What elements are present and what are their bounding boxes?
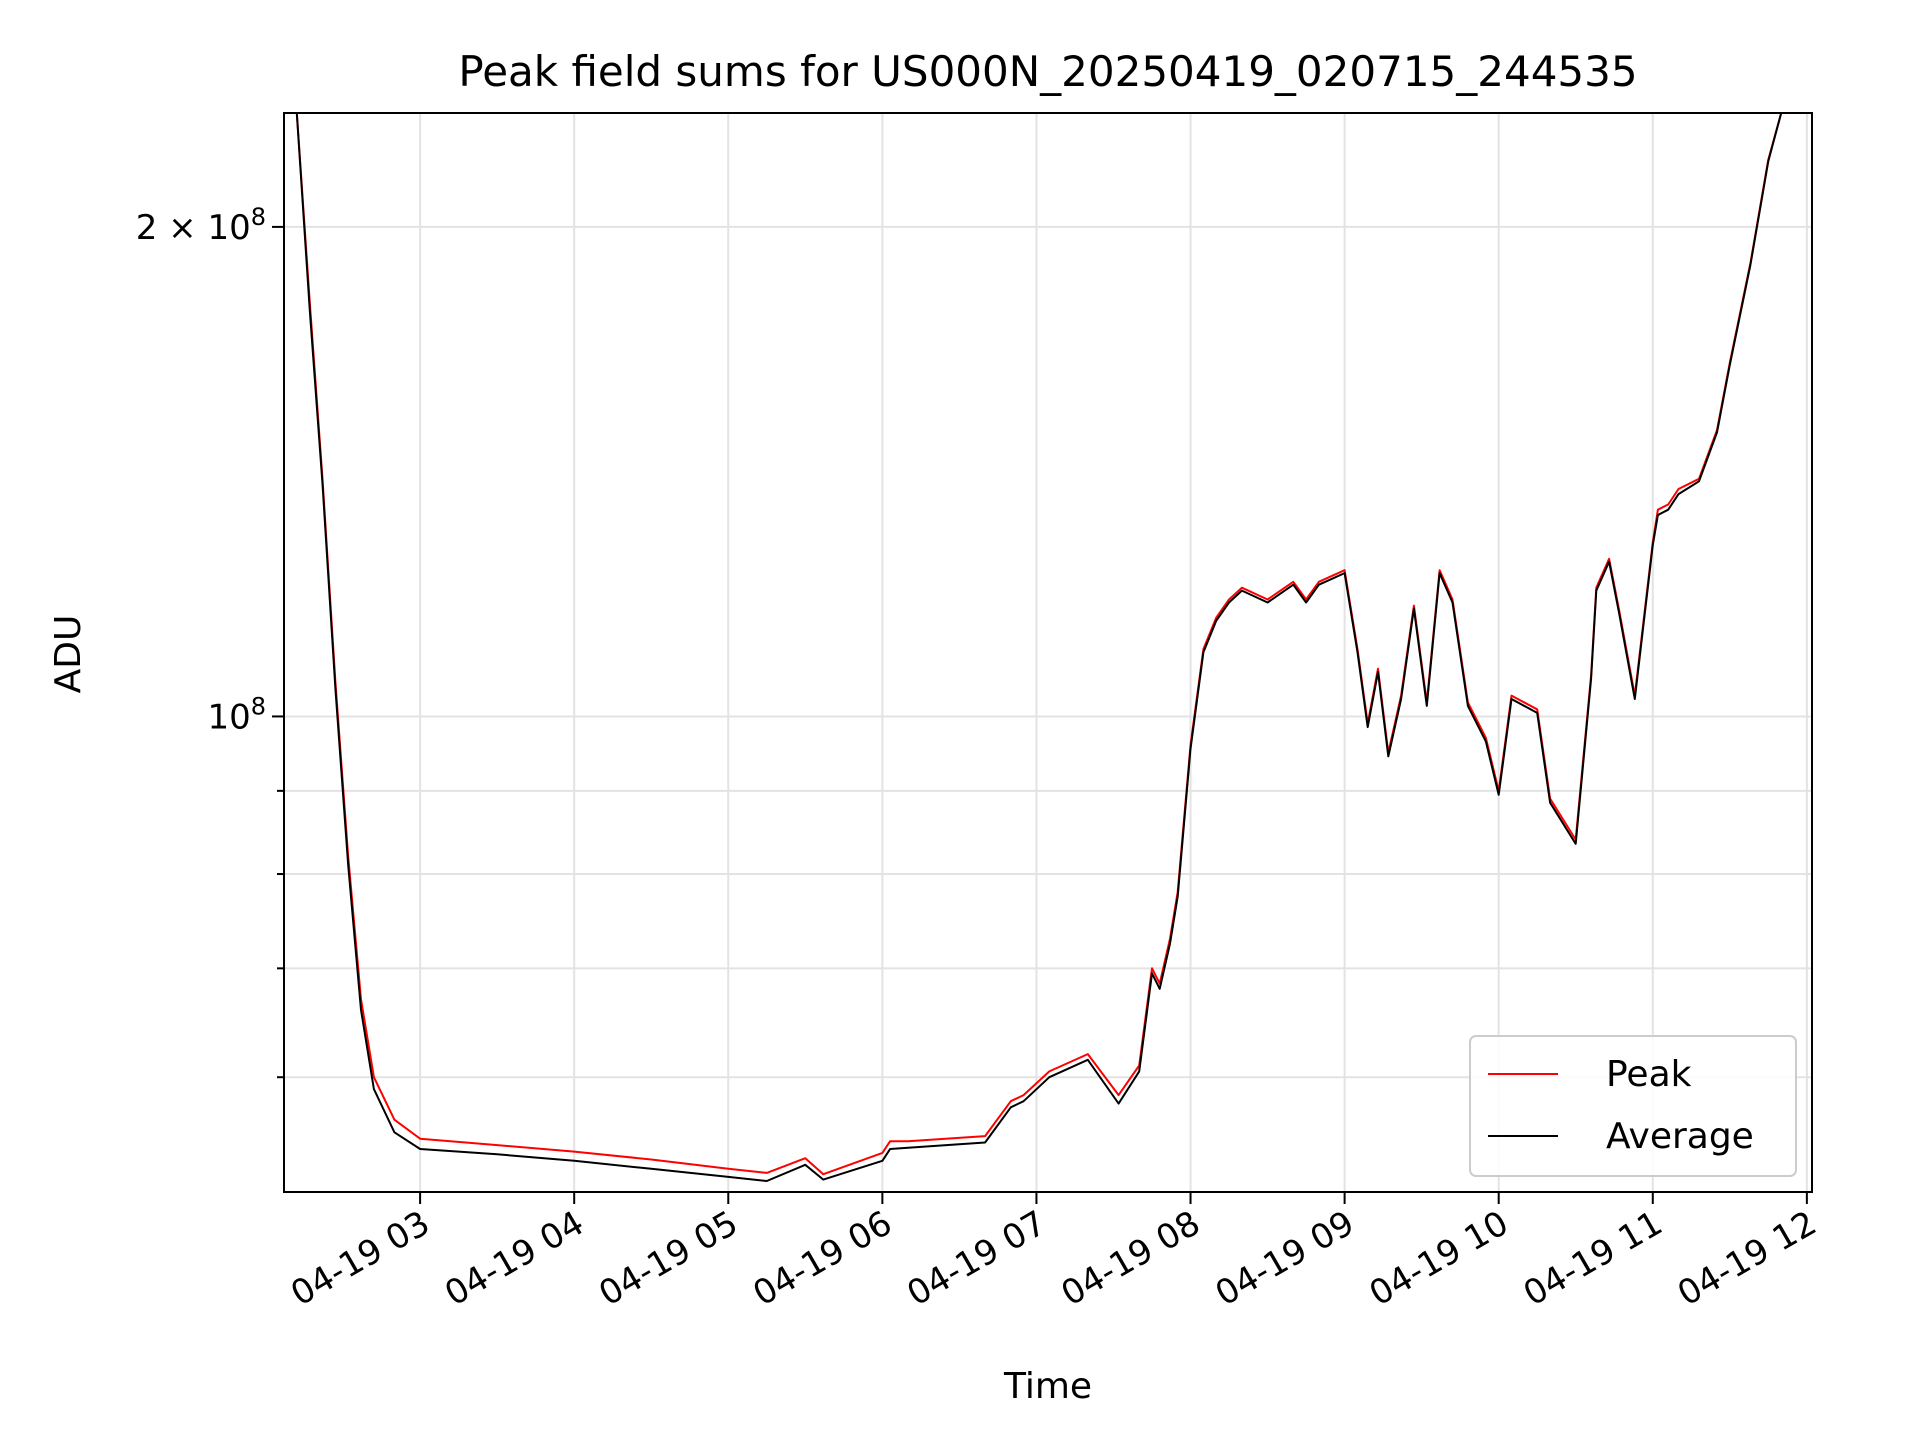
x-axis-label: Time: [1003, 1366, 1092, 1407]
legend-label: Peak: [1606, 1054, 1692, 1095]
legend-box: [1469, 1035, 1797, 1177]
y-tick-label: 108: [207, 692, 266, 737]
y-tick-label: 2 × 108: [136, 203, 266, 248]
legend: Peak Average: [1469, 1035, 1797, 1177]
series-line-average: [284, 113, 1807, 1182]
axes-frame: [283, 112, 1813, 1193]
legend-label: Average: [1606, 1116, 1754, 1157]
y-axis-label: ADU: [48, 615, 89, 694]
chart-title: Peak field sums for US000N_20250419_0207…: [458, 47, 1637, 96]
plot-area: [284, 113, 1807, 1182]
